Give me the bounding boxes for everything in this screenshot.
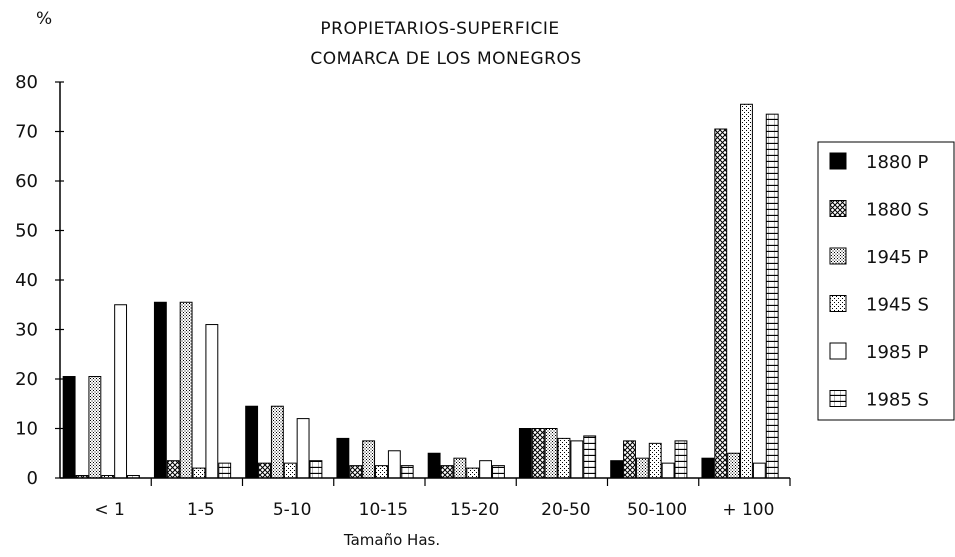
bar-1945-s — [740, 103, 753, 479]
bar-1880-s — [623, 440, 636, 479]
bar-1985-s — [492, 465, 505, 479]
legend-swatch — [829, 342, 847, 360]
bar-1880-s — [349, 465, 363, 479]
bar-1880-p — [153, 301, 167, 479]
bar-1945-s — [557, 437, 571, 479]
x-category-label: 10-15 — [359, 500, 408, 520]
bar-1945-s — [466, 467, 480, 479]
bar-1985-s — [765, 113, 779, 479]
legend-label: 1880 P — [866, 152, 929, 173]
x-category-label: 50-100 — [627, 500, 687, 520]
bar-1945-p — [635, 457, 649, 479]
bar-1985-p — [661, 462, 675, 479]
legend-label: 1880 S — [866, 200, 929, 221]
bar-1945-s — [648, 442, 662, 479]
legend-swatch — [829, 390, 847, 407]
bar-1880-s — [531, 428, 545, 479]
bar-1880-p — [427, 452, 441, 479]
y-tick-label: 20 — [15, 369, 38, 390]
x-category-label: 15-20 — [450, 500, 499, 520]
y-tick-label: 30 — [15, 320, 38, 341]
bar-1880-s — [258, 462, 271, 479]
legend-swatch — [829, 295, 847, 312]
y-tick-label: 70 — [15, 122, 38, 143]
bar-1985-p — [570, 440, 584, 479]
y-tick-label: 10 — [15, 419, 38, 440]
bars-layer — [62, 103, 779, 479]
bar-1880-p — [245, 405, 259, 479]
y-tick-label: 50 — [15, 221, 38, 242]
bar-1880-s — [166, 460, 180, 479]
legend-label: 1945 S — [866, 295, 929, 316]
x-axis-title: Tamaño Has. — [343, 531, 440, 549]
axes-layer: 0 10 20 30 40 50 60 70 80 < 1 1-5 5-10 10-15 15-20 20-… — [15, 72, 791, 520]
bar-1945-p — [453, 457, 467, 479]
bar-1880-p — [518, 428, 532, 479]
chart-title: PROPIETARIOS-SUPERFICIE — [320, 19, 559, 39]
bar-1945-p — [88, 376, 102, 479]
bar-1880-p — [610, 460, 624, 479]
x-category-label: + 100 — [722, 500, 774, 520]
legend-label: 1945 P — [866, 247, 929, 268]
bar-1985-s — [583, 435, 597, 479]
bar-1985-s — [400, 465, 414, 479]
bar-1945-p — [544, 428, 558, 479]
legend-label: 1985 P — [866, 342, 929, 363]
bar-1880-s — [714, 128, 728, 479]
y-tick-label: 0 — [27, 468, 38, 489]
bar-1880-p — [336, 437, 350, 479]
bar-1985-p — [387, 450, 401, 479]
bar-1985-p — [114, 304, 128, 479]
bar-1945-s — [283, 462, 297, 479]
bar-1880-p — [62, 376, 76, 479]
x-category-label: < 1 — [94, 500, 124, 520]
bar-1945-s — [192, 467, 206, 479]
bar-1945-s — [375, 465, 388, 479]
y-tick-label: 40 — [15, 270, 38, 291]
chart-subtitle: COMARCA DE LOS MONEGROS — [310, 49, 581, 69]
legend-label: 1985 S — [866, 390, 929, 411]
y-tick-label: 80 — [15, 72, 38, 93]
bar-1985-s — [218, 462, 232, 479]
bar-1945-p — [270, 405, 284, 479]
legend-swatch — [829, 247, 847, 265]
bar-1880-s — [440, 465, 454, 479]
bar-1880-p — [701, 457, 715, 479]
bar-1985-p — [205, 324, 219, 479]
bar-1945-p — [362, 440, 376, 479]
y-axis-unit: % — [36, 9, 53, 29]
x-category-label: 20-50 — [541, 500, 590, 520]
bar-1985-p — [479, 460, 493, 479]
legend: 1880 P 1880 S 1945 P 1945 S 1985 P 1985 S — [817, 141, 955, 421]
y-tick-label: 60 — [15, 171, 38, 192]
legend-box — [817, 141, 955, 421]
legend-swatch — [829, 152, 847, 170]
bar-1985-s — [674, 440, 688, 479]
bar-1985-p — [296, 418, 310, 479]
bar-1985-p — [752, 462, 766, 479]
bar-1945-p — [179, 301, 193, 479]
legend-swatch — [829, 200, 847, 217]
bar-1945-p — [727, 452, 741, 479]
bar-1985-s — [309, 460, 323, 479]
x-category-label: 5-10 — [273, 500, 312, 520]
x-category-label: 1-5 — [187, 500, 215, 520]
